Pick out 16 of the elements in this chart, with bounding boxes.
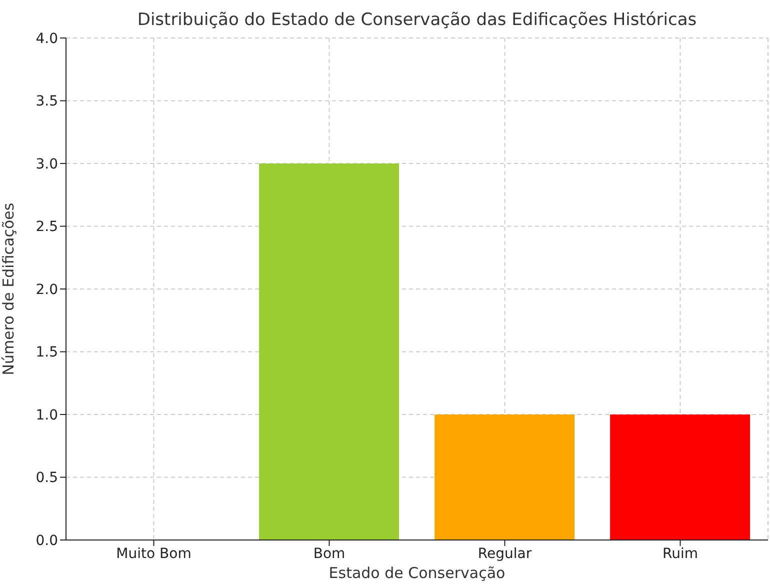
y-tick-label: 2.5: [36, 219, 58, 236]
x-tick-label: Bom: [313, 546, 346, 562]
y-tick-label: 1.0: [36, 407, 58, 424]
y-tick-label: 0.0: [36, 532, 58, 549]
y-tick-label: 2.0: [36, 282, 58, 298]
y-axis-title: Número de Edificações: [0, 202, 18, 376]
chart-title: Distribuição do Estado de Conservação das Edificações Históricas: [136, 10, 698, 30]
y-tick-label: 3.5: [36, 94, 58, 110]
y-tick-label: 0.5: [36, 470, 58, 486]
y-tick-label: 4.0: [36, 30, 58, 47]
y-tick-label: 3.0: [36, 156, 58, 172]
x-axis-title: Estado de Conservação: [328, 564, 506, 582]
x-tick-label: Muito Bom: [116, 546, 192, 562]
x-tick-label: Ruim: [662, 546, 698, 562]
x-tick-label: Regular: [478, 546, 532, 562]
y-tick-label: 1.5: [36, 344, 58, 361]
